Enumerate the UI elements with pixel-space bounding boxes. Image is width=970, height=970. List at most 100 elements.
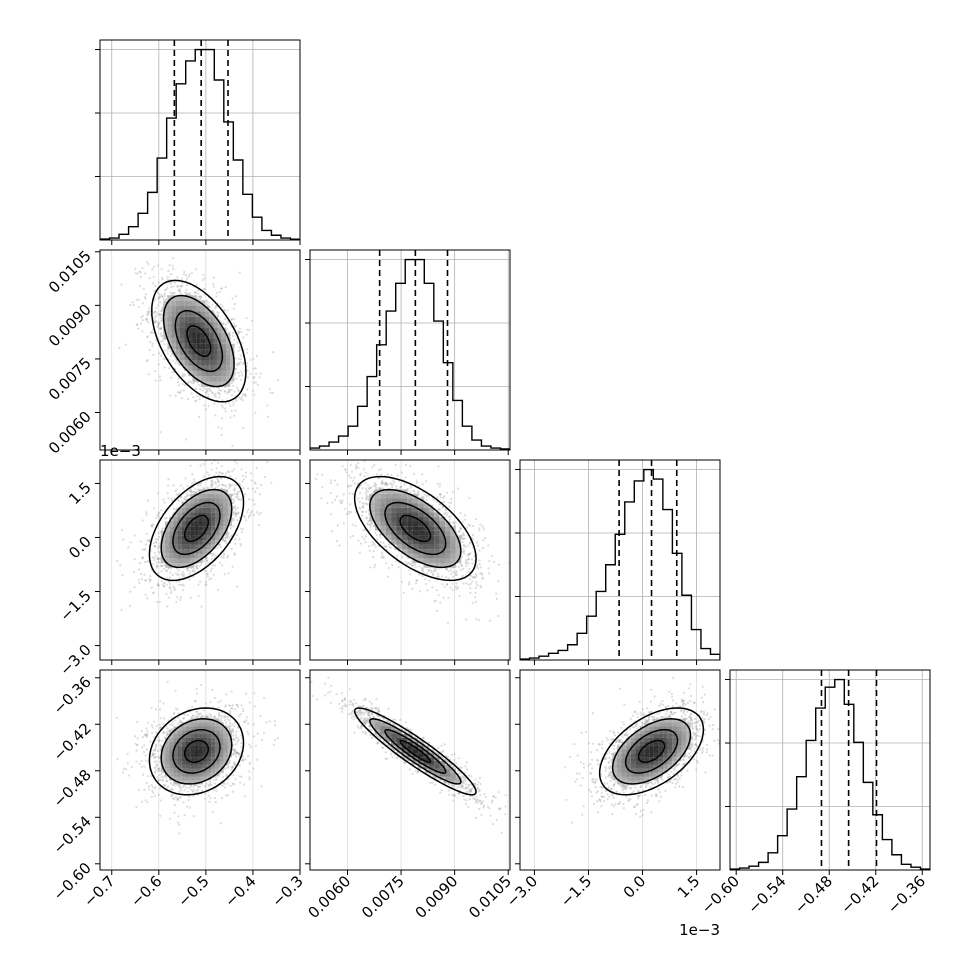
scatter-point [383, 544, 386, 548]
scatter-point [199, 295, 202, 298]
scatter-point [471, 580, 474, 583]
scatter-point [190, 490, 193, 493]
scatter-point [187, 380, 190, 383]
scatter-point [180, 389, 183, 392]
scatter-point [356, 453, 358, 455]
scatter-point [158, 511, 161, 514]
density-cell [202, 507, 207, 513]
scatter-point [146, 335, 149, 338]
scatter-point [233, 318, 236, 321]
density-cell [192, 327, 197, 333]
scatter-point [231, 297, 234, 300]
scatter-point [228, 441, 230, 443]
scatter-point [447, 577, 450, 580]
scatter-point [166, 286, 169, 290]
scatter-point [202, 273, 205, 276]
scatter-point [158, 561, 161, 564]
scatter-point [454, 585, 457, 589]
scatter-point [207, 393, 210, 396]
scatter-point [466, 571, 469, 574]
scatter-point [217, 479, 220, 482]
histogram-panel-3 [725, 669, 931, 871]
density-cell [196, 343, 201, 350]
scatter-point [411, 564, 414, 567]
density-cell [165, 544, 170, 550]
density-cell [175, 306, 180, 312]
scatter-point [478, 529, 481, 532]
density-cell [184, 343, 189, 350]
scatter-point [158, 584, 161, 587]
scatter-point [156, 582, 159, 585]
scatter-point [180, 397, 183, 400]
density-cell [206, 544, 212, 550]
density-cell [221, 360, 226, 366]
density-cell [196, 316, 201, 323]
density-cell [184, 333, 189, 339]
scatter-point [461, 533, 464, 536]
scatter-point [146, 597, 149, 600]
scatter-point [410, 560, 413, 563]
scatter-point [367, 519, 370, 522]
scatter-point [369, 523, 372, 527]
scatter-point [210, 468, 213, 471]
scatter-point [173, 587, 176, 590]
scatter-point [227, 470, 230, 473]
scatter-point [254, 411, 257, 414]
scatter-point [172, 371, 175, 374]
scatter-point [216, 314, 220, 317]
scatter-point [412, 564, 415, 568]
histogram-step-2 [520, 468, 720, 660]
density-cell [177, 512, 182, 517]
scatter-point [255, 466, 258, 470]
scatter-point [158, 352, 161, 355]
density-cell [196, 370, 201, 377]
scatter-point [158, 296, 161, 299]
density-cell [194, 558, 199, 564]
scatter-point [139, 284, 142, 288]
density-cell [200, 376, 206, 382]
density-cell [198, 521, 203, 527]
scatter-point [230, 394, 233, 397]
scatter-point [211, 564, 214, 567]
density-cell [171, 327, 176, 333]
scatter-point [235, 493, 238, 496]
scatter-point [134, 267, 137, 270]
scatter-point [410, 457, 412, 459]
density-cell [165, 549, 170, 554]
scatter-point [236, 492, 240, 495]
density-cell [180, 338, 185, 344]
density-cell [198, 530, 203, 536]
scatter-point [154, 284, 157, 287]
scatter-point [219, 471, 222, 474]
scatter-point [179, 496, 182, 499]
scatter-point [160, 326, 163, 329]
scatter-point [475, 581, 478, 584]
scatter-point [448, 505, 451, 508]
scatter-point [160, 314, 163, 317]
scatter-point [233, 492, 236, 495]
scatter-point [218, 471, 221, 474]
scatter-point [247, 454, 249, 456]
scatter-point [381, 481, 384, 484]
scatter-point [316, 473, 319, 476]
scatter-point [166, 276, 169, 279]
density-cell [215, 493, 220, 499]
scatter-point [370, 486, 373, 489]
scatter-point [145, 511, 148, 514]
scatter-point [467, 544, 470, 547]
scatter-point [270, 481, 273, 484]
scatter-point [351, 479, 354, 482]
scatter-point [198, 395, 201, 398]
density-cell [206, 526, 212, 531]
scatter-point [155, 314, 158, 317]
scatter-point [244, 395, 247, 398]
scatter-point [157, 296, 160, 299]
density-cell [186, 516, 191, 522]
scatter-point [428, 568, 431, 571]
scatter-point [234, 513, 237, 516]
scatter-point [329, 491, 332, 495]
scatter-point [208, 578, 211, 581]
scatter-point [133, 534, 136, 537]
scatter-point [228, 389, 231, 392]
scatter-point [217, 311, 220, 314]
